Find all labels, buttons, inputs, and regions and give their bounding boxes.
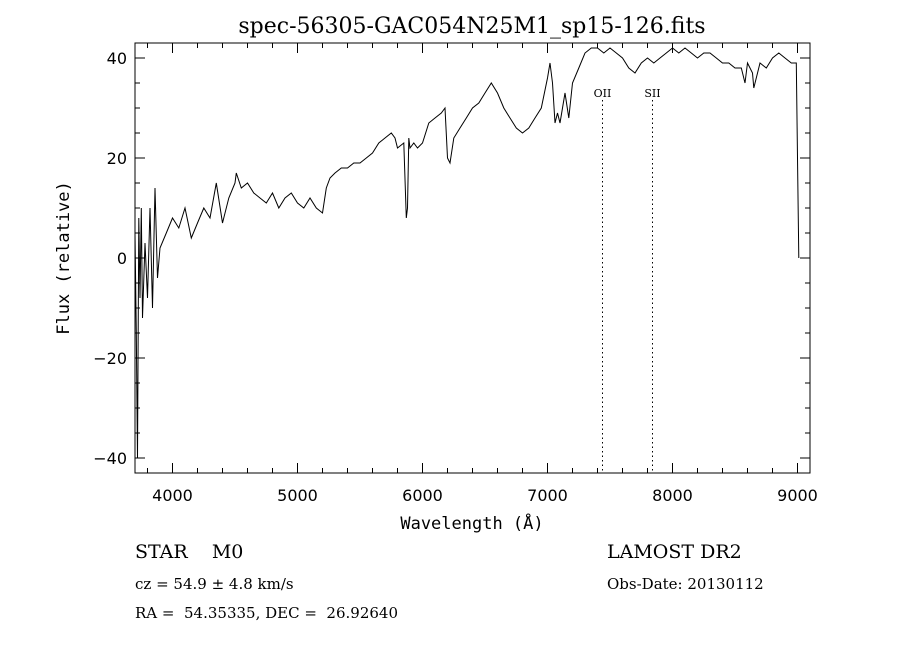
- x-tick-label: 4000: [152, 486, 193, 505]
- y-tick-label: −20: [93, 349, 127, 368]
- y-tick-labels: −40 −20 0 20 40: [93, 49, 127, 468]
- x-axis-label: Wavelength (Å): [400, 512, 543, 534]
- x-tick-label: 9000: [777, 486, 818, 505]
- x-tick-labels: 4000 5000 6000 7000 8000 9000: [152, 486, 818, 505]
- x-tick-label: 8000: [652, 486, 693, 505]
- x-tick-label: 5000: [277, 486, 318, 505]
- object-class: STAR M0: [135, 541, 244, 563]
- y-tick-label: 40: [107, 49, 127, 68]
- line-marker-label: OII: [594, 87, 612, 100]
- redshift-velocity: cz = 54.9 ± 4.8 km/s: [135, 575, 294, 593]
- line-markers: OII SII: [594, 87, 661, 473]
- line-marker-label: SII: [644, 87, 660, 100]
- axis-ticks: [135, 43, 810, 473]
- y-axis-label: Flux (relative): [54, 181, 74, 335]
- spectrum-line: [134, 47, 800, 459]
- y-tick-label: 20: [107, 149, 127, 168]
- y-tick-label: 0: [117, 249, 127, 268]
- chart-title: spec-56305-GAC054N25M1_sp15-126.fits: [238, 14, 705, 39]
- x-tick-label: 7000: [527, 486, 568, 505]
- survey-name: LAMOST DR2: [607, 541, 742, 563]
- x-tick-label: 6000: [402, 486, 443, 505]
- coordinates: RA = 54.35335, DEC = 26.92640: [135, 604, 399, 622]
- y-tick-label: −40: [93, 449, 127, 468]
- observation-date: Obs-Date: 20130112: [607, 575, 764, 593]
